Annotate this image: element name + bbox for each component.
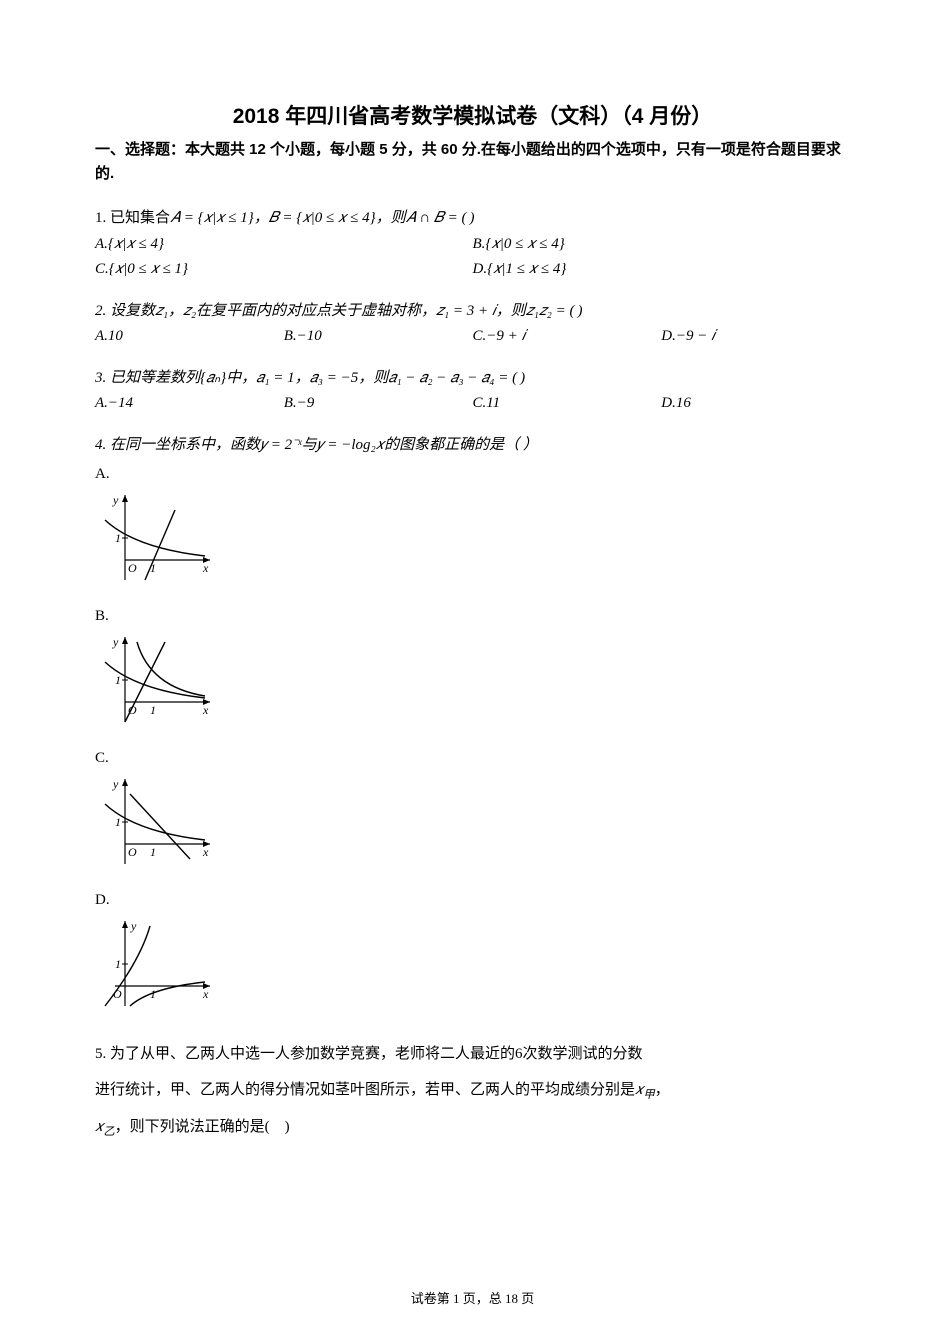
q4-graphA: 1 1 O x y [95,490,850,595]
q2-stem: 2. 设复数𝑧₁，𝑧₂在复平面内的对应点关于虚轴对称，𝑧₁ = 3 + 𝑖，则𝑧… [95,299,850,325]
q5-l2a: 进行统计，甲、乙两人的得分情况如茎叶图所示，若甲、乙两人的平均成绩分别是 [95,1082,635,1098]
q5-xjia-sub: 甲 [643,1089,654,1101]
label-origin: O [128,703,137,717]
label-one-y: 1 [115,531,121,545]
label-origin: O [113,987,122,1001]
question-2: 2. 设复数𝑧₁，𝑧₂在复平面内的对应点关于虚轴对称，𝑧₁ = 3 + 𝑖，则𝑧… [95,299,850,350]
q4-labelB: B. [95,604,850,630]
q1-optD: D.{𝑥|1 ≤ 𝑥 ≤ 4} [473,257,851,283]
q5-line1: 5. 为了从甲、乙两人中选一人参加数学竞赛，老师将二人最近的6次数学测试的分数 [95,1036,850,1072]
q5-xjia: 𝑥甲 [635,1082,655,1098]
q1-Adef: 𝐴 = {𝑥|𝑥 ≤ 1}， [170,210,269,226]
q4-graphD: 1 1 O x y [95,916,850,1021]
curve-exp [105,926,150,1006]
graph-B-svg: 1 1 O x y [95,632,215,727]
label-y: y [112,493,119,507]
q5-xyi: 𝑥乙 [95,1119,115,1135]
q4-labelA: A. [95,462,850,488]
y-arrow-icon [122,779,128,786]
label-x: x [202,845,209,859]
curve-log [130,794,190,859]
label-one-y: 1 [115,673,121,687]
y-arrow-icon [122,637,128,644]
label-one-x: 1 [150,703,156,717]
question-5: 5. 为了从甲、乙两人中选一人参加数学竞赛，老师将二人最近的6次数学测试的分数 … [95,1036,850,1146]
graph-D-svg: 1 1 O x y [95,916,215,1011]
y-arrow-icon [122,495,128,502]
label-one-x: 1 [150,845,156,859]
q4-labelC: C. [95,746,850,772]
q5-l2c: ， [655,1082,670,1098]
label-one-x: 1 [150,987,156,1001]
q1-optB: B.{𝑥|0 ≤ 𝑥 ≤ 4} [473,232,851,258]
graph-A-svg: 1 1 O x y [95,490,215,585]
q3-stem: 3. 已知等差数列{𝑎ₙ}中，𝑎₁ = 1，𝑎₃ = −5，则𝑎₁ − 𝑎₂ −… [95,366,850,392]
q2-optD: D.−9 − 𝑖 [661,324,850,350]
q5-line2: 进行统计，甲、乙两人的得分情况如茎叶图所示，若甲、乙两人的平均成绩分别是𝑥甲， [95,1072,850,1109]
q2-optA: A.10 [95,324,284,350]
label-origin: O [128,845,137,859]
graph-C-svg: 1 1 O x y [95,774,215,869]
label-x: x [202,561,209,575]
y-arrow-icon [122,921,128,928]
q5-l3b: ，则下列说法正确的是( ) [115,1119,290,1135]
q1-prefix: 1. 已知集合 [95,210,170,226]
q3-options: A.−14 B.−9 C.11 D.16 [95,391,850,417]
label-one-x: 1 [150,561,156,575]
label-one-y: 1 [115,815,121,829]
label-x: x [202,703,209,717]
q2-optB: B.−10 [284,324,473,350]
q3-optA: A.−14 [95,391,284,417]
label-y: y [112,635,119,649]
q2-options: A.10 B.−10 C.−9 + 𝑖 D.−9 − 𝑖 [95,324,850,350]
section-header: 一、选择题：本大题共 12 个小题，每小题 5 分，共 60 分.在每小题给出的… [95,138,850,186]
curve-log [137,642,205,696]
label-one-y: 1 [115,957,121,971]
question-4: 4. 在同一坐标系中，函数𝑦 = 2⁻ˣ与𝑦 = −log₂𝑥的图象都正确的是（… [95,433,850,1021]
exam-page: 2018 年四川省高考数学模拟试卷（文科）（4 月份） 一、选择题：本大题共 1… [0,0,945,1337]
q1-Bdef: 𝐵 = {𝑥|0 ≤ 𝑥 ≤ 4}， [269,210,391,226]
q4-labelD: D. [95,888,850,914]
q3-optC: C.11 [473,391,662,417]
q1-tail: 则𝐴 ∩ 𝐵 = ( ) [391,210,475,226]
label-y: y [112,777,119,791]
question-1: 1. 已知集合𝐴 = {𝑥|𝑥 ≤ 1}，𝐵 = {𝑥|0 ≤ 𝑥 ≤ 4}，则… [95,206,850,283]
q4-graphB: 1 1 O x y [95,632,850,737]
q1-optA: A.{𝑥|𝑥 ≤ 4} [95,232,473,258]
q3-optB: B.−9 [284,391,473,417]
label-origin: O [128,561,137,575]
question-3: 3. 已知等差数列{𝑎ₙ}中，𝑎₁ = 1，𝑎₃ = −5，则𝑎₁ − 𝑎₂ −… [95,366,850,417]
q4-graphC: 1 1 O x y [95,774,850,879]
q4-stem: 4. 在同一坐标系中，函数𝑦 = 2⁻ˣ与𝑦 = −log₂𝑥的图象都正确的是（… [95,433,850,459]
q5-line3: 𝑥乙，则下列说法正确的是( ) [95,1109,850,1146]
q2-optC: C.−9 + 𝑖 [473,324,662,350]
q1-stem: 1. 已知集合𝐴 = {𝑥|𝑥 ≤ 1}，𝐵 = {𝑥|0 ≤ 𝑥 ≤ 4}，则… [95,206,850,232]
q5-xyi-sub: 乙 [103,1126,114,1138]
label-x: x [202,987,209,1001]
page-footer: 试卷第 1 页，总 18 页 [0,1288,945,1307]
q3-optD: D.16 [661,391,850,417]
q1-optC: C.{𝑥|0 ≤ 𝑥 ≤ 1} [95,257,473,283]
page-title: 2018 年四川省高考数学模拟试卷（文科）（4 月份） [95,100,850,130]
q1-options: A.{𝑥|𝑥 ≤ 4} B.{𝑥|0 ≤ 𝑥 ≤ 4} C.{𝑥|0 ≤ 𝑥 ≤… [95,232,850,283]
label-y: y [130,919,137,933]
